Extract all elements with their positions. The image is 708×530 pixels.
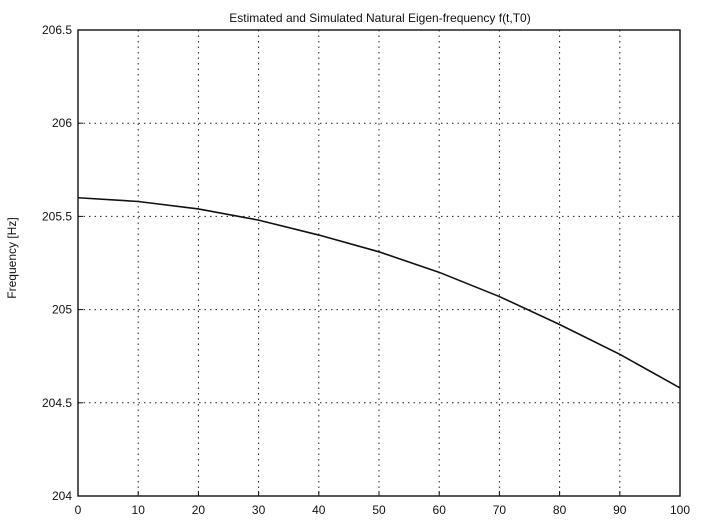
series-line [77,196,681,389]
x-tick-label: 70 [493,503,507,517]
x-tick-label: 90 [613,503,627,517]
x-tick-label: 30 [252,503,266,517]
y-tick-label: 204.5 [42,396,72,410]
y-tick-label: 206 [52,116,72,130]
x-tick-label: 60 [433,503,447,517]
y-tick-label: 206.5 [42,23,72,37]
chart-title: Estimated and Simulated Natural Eigen-fr… [229,11,530,25]
y-tick-labels: 204 204.5 205 205.5 206 206.5 [42,23,72,503]
y-tick-label: 204 [52,489,72,503]
x-tick-label: 20 [192,503,206,517]
grid-lines [77,29,681,497]
x-tick-label: 10 [132,503,146,517]
x-tick-label: 40 [312,503,326,517]
x-tick-label: 100 [670,503,690,517]
y-tick-label: 205.5 [42,209,72,223]
y-axis-label: Frequency [Hz] [5,217,19,298]
x-tick-label: 50 [372,503,386,517]
plot-frame [77,29,681,497]
x-tick-labels: 0 10 20 30 40 50 60 70 80 90 100 [75,503,691,517]
x-tick-label: 80 [553,503,567,517]
y-tick-label: 205 [52,303,72,317]
x-tick-label: 0 [75,503,82,517]
